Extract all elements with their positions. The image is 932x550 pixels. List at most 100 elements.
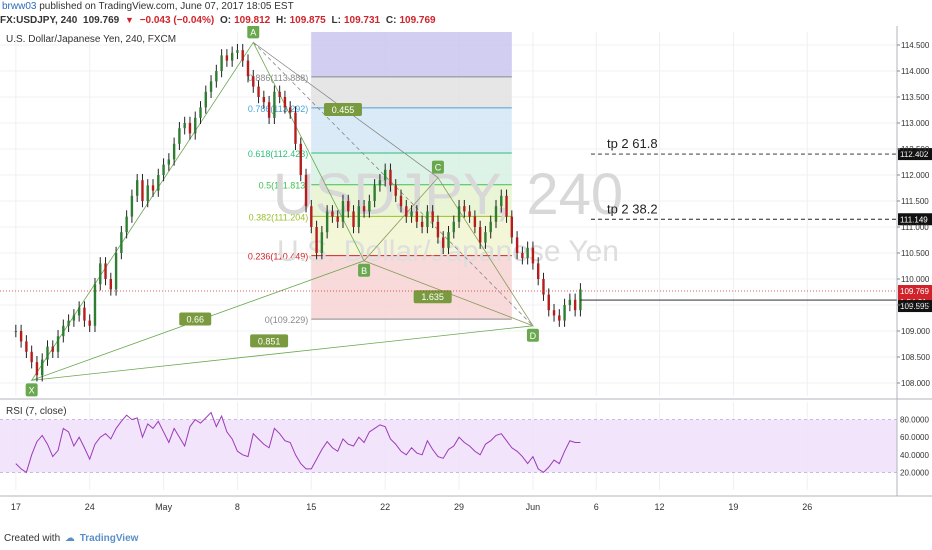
time-tick-label: Jun bbox=[526, 502, 541, 512]
close-value: 109.769 bbox=[399, 15, 436, 26]
time-tick-label: 24 bbox=[85, 502, 95, 512]
time-tick-label: 26 bbox=[802, 502, 812, 512]
author-link[interactable]: brww03 bbox=[2, 1, 37, 12]
symbol-header: FX:USDJPY, 240 109.769 ▼ −0.043 (−0.04%)… bbox=[0, 14, 932, 26]
fib-band bbox=[311, 255, 512, 320]
xd-line bbox=[31, 325, 533, 381]
price-bar-body bbox=[183, 123, 186, 129]
price-bar-body bbox=[283, 97, 287, 108]
price-bar-body bbox=[304, 175, 308, 207]
down-arrow-icon: ▼ bbox=[124, 15, 134, 25]
price-bar-body bbox=[172, 143, 176, 160]
price-bar-body bbox=[199, 107, 202, 118]
price-bar-body bbox=[568, 299, 572, 305]
price-bar-body bbox=[373, 185, 376, 201]
pattern-point-badge bbox=[247, 26, 260, 39]
time-tick-label: 17 bbox=[11, 502, 21, 512]
pattern-point-badge bbox=[25, 383, 38, 397]
watermark-symbol: USDJPY, 240 bbox=[273, 162, 623, 227]
target-lines[interactable]: tp 2 61.8 112.402 tp 2 38.2 111.149 bbox=[590, 136, 932, 226]
ratio-badge bbox=[250, 334, 289, 348]
target-label: tp 2 38.2 bbox=[607, 201, 658, 216]
price-bar-body bbox=[35, 362, 39, 376]
price-bar-body bbox=[167, 159, 171, 165]
price-bar-body bbox=[62, 325, 65, 337]
price-tick-label: 111.000 bbox=[901, 223, 929, 232]
rsi-tick-label: 60.0000 bbox=[900, 433, 929, 442]
price-bar-body bbox=[315, 227, 318, 253]
ratio-label: 0.66 bbox=[186, 315, 204, 325]
price-tick-label: 108.000 bbox=[901, 379, 930, 388]
price-bar-body bbox=[457, 206, 461, 222]
price-bar-body bbox=[56, 336, 60, 352]
price-bar-body bbox=[88, 320, 91, 326]
high-value: 109.875 bbox=[289, 15, 326, 26]
price-bar-body bbox=[357, 206, 360, 227]
price-bar-body bbox=[405, 206, 408, 217]
price-bar-body bbox=[246, 60, 250, 77]
target-price-label: 111.149 bbox=[900, 215, 928, 224]
price-tick-label: 113.500 bbox=[901, 93, 930, 102]
rsi-tick-label: 20.0000 bbox=[900, 468, 929, 477]
price-bar-body bbox=[209, 81, 213, 92]
pattern-point-label: X bbox=[29, 385, 35, 395]
price-bar-body bbox=[399, 195, 403, 207]
price-bar-body bbox=[25, 341, 28, 352]
price-bar-body bbox=[368, 201, 371, 212]
price-bar-body bbox=[563, 305, 566, 321]
price-bar-body bbox=[362, 206, 366, 212]
price-bar-body bbox=[294, 112, 297, 144]
open-value: 109.812 bbox=[234, 15, 271, 26]
price-bar-body bbox=[510, 216, 514, 238]
tradingview-brand[interactable]: TradingView bbox=[79, 533, 139, 544]
time-tick-label: May bbox=[155, 502, 173, 512]
fib-band bbox=[311, 76, 512, 108]
price-bar-body bbox=[325, 211, 329, 233]
price-bar-body bbox=[320, 232, 324, 253]
price-tick-label: 114.500 bbox=[901, 41, 930, 50]
price-bar-body bbox=[141, 180, 144, 201]
xabcd-pattern[interactable]: X A B C D 0.66 0.851 0.455 1.635 bbox=[25, 26, 539, 397]
rsi-panel[interactable]: 80.0000 60.0000 40.0000 20.0000 bbox=[0, 411, 929, 478]
price-bar-body bbox=[135, 180, 139, 196]
price-bar-body bbox=[331, 211, 334, 217]
chart-title: U.S. Dollar/Japanese Yen, 240, FXCM bbox=[6, 34, 176, 45]
price-bar-body bbox=[383, 169, 387, 181]
target-price-badge bbox=[898, 213, 932, 226]
price-bar-body bbox=[215, 71, 218, 82]
rsi-line bbox=[15, 411, 581, 474]
open-label: O: bbox=[219, 15, 232, 26]
rsi-title: RSI (7, close) bbox=[6, 406, 67, 417]
price-change: −0.043 (−0.04%) bbox=[139, 15, 215, 26]
price-bar-body bbox=[257, 86, 260, 97]
price-bar-body bbox=[204, 91, 207, 108]
low-value: 109.731 bbox=[343, 15, 381, 26]
price-bar-body bbox=[125, 216, 128, 233]
price-bar-body bbox=[162, 164, 165, 175]
price-bar-body bbox=[531, 247, 535, 264]
price-chart[interactable]: 0.886(113.888) 0.786(113.292) 0.618(112.42… bbox=[0, 26, 932, 528]
close-label: C: bbox=[385, 15, 397, 26]
price-bar-body bbox=[347, 201, 350, 212]
price-bar-body bbox=[236, 50, 239, 53]
target-price-label: 112.402 bbox=[900, 150, 929, 159]
rsi-band bbox=[0, 419, 897, 473]
fib-level-label: 0.382(111.204) bbox=[249, 212, 309, 222]
price-bar-body bbox=[146, 185, 149, 201]
price-bar-body bbox=[341, 201, 345, 222]
price-bar-body bbox=[230, 52, 234, 61]
price-bar-body bbox=[51, 346, 54, 352]
price-badge bbox=[898, 300, 932, 313]
price-bar-body bbox=[225, 55, 229, 61]
price-bar-body bbox=[157, 175, 160, 191]
footer: Created with ☁ TradingView bbox=[0, 528, 932, 550]
ratio-label: 1.635 bbox=[421, 292, 444, 302]
price-bar-body bbox=[394, 185, 397, 196]
price-bar-body bbox=[83, 307, 86, 321]
ratio-badge bbox=[323, 103, 362, 116]
price-bar-body bbox=[252, 76, 255, 87]
price-bar-body bbox=[278, 91, 281, 97]
price-bar-body bbox=[289, 107, 292, 113]
price-bar-body bbox=[310, 206, 313, 227]
price-bar-body bbox=[431, 211, 434, 222]
